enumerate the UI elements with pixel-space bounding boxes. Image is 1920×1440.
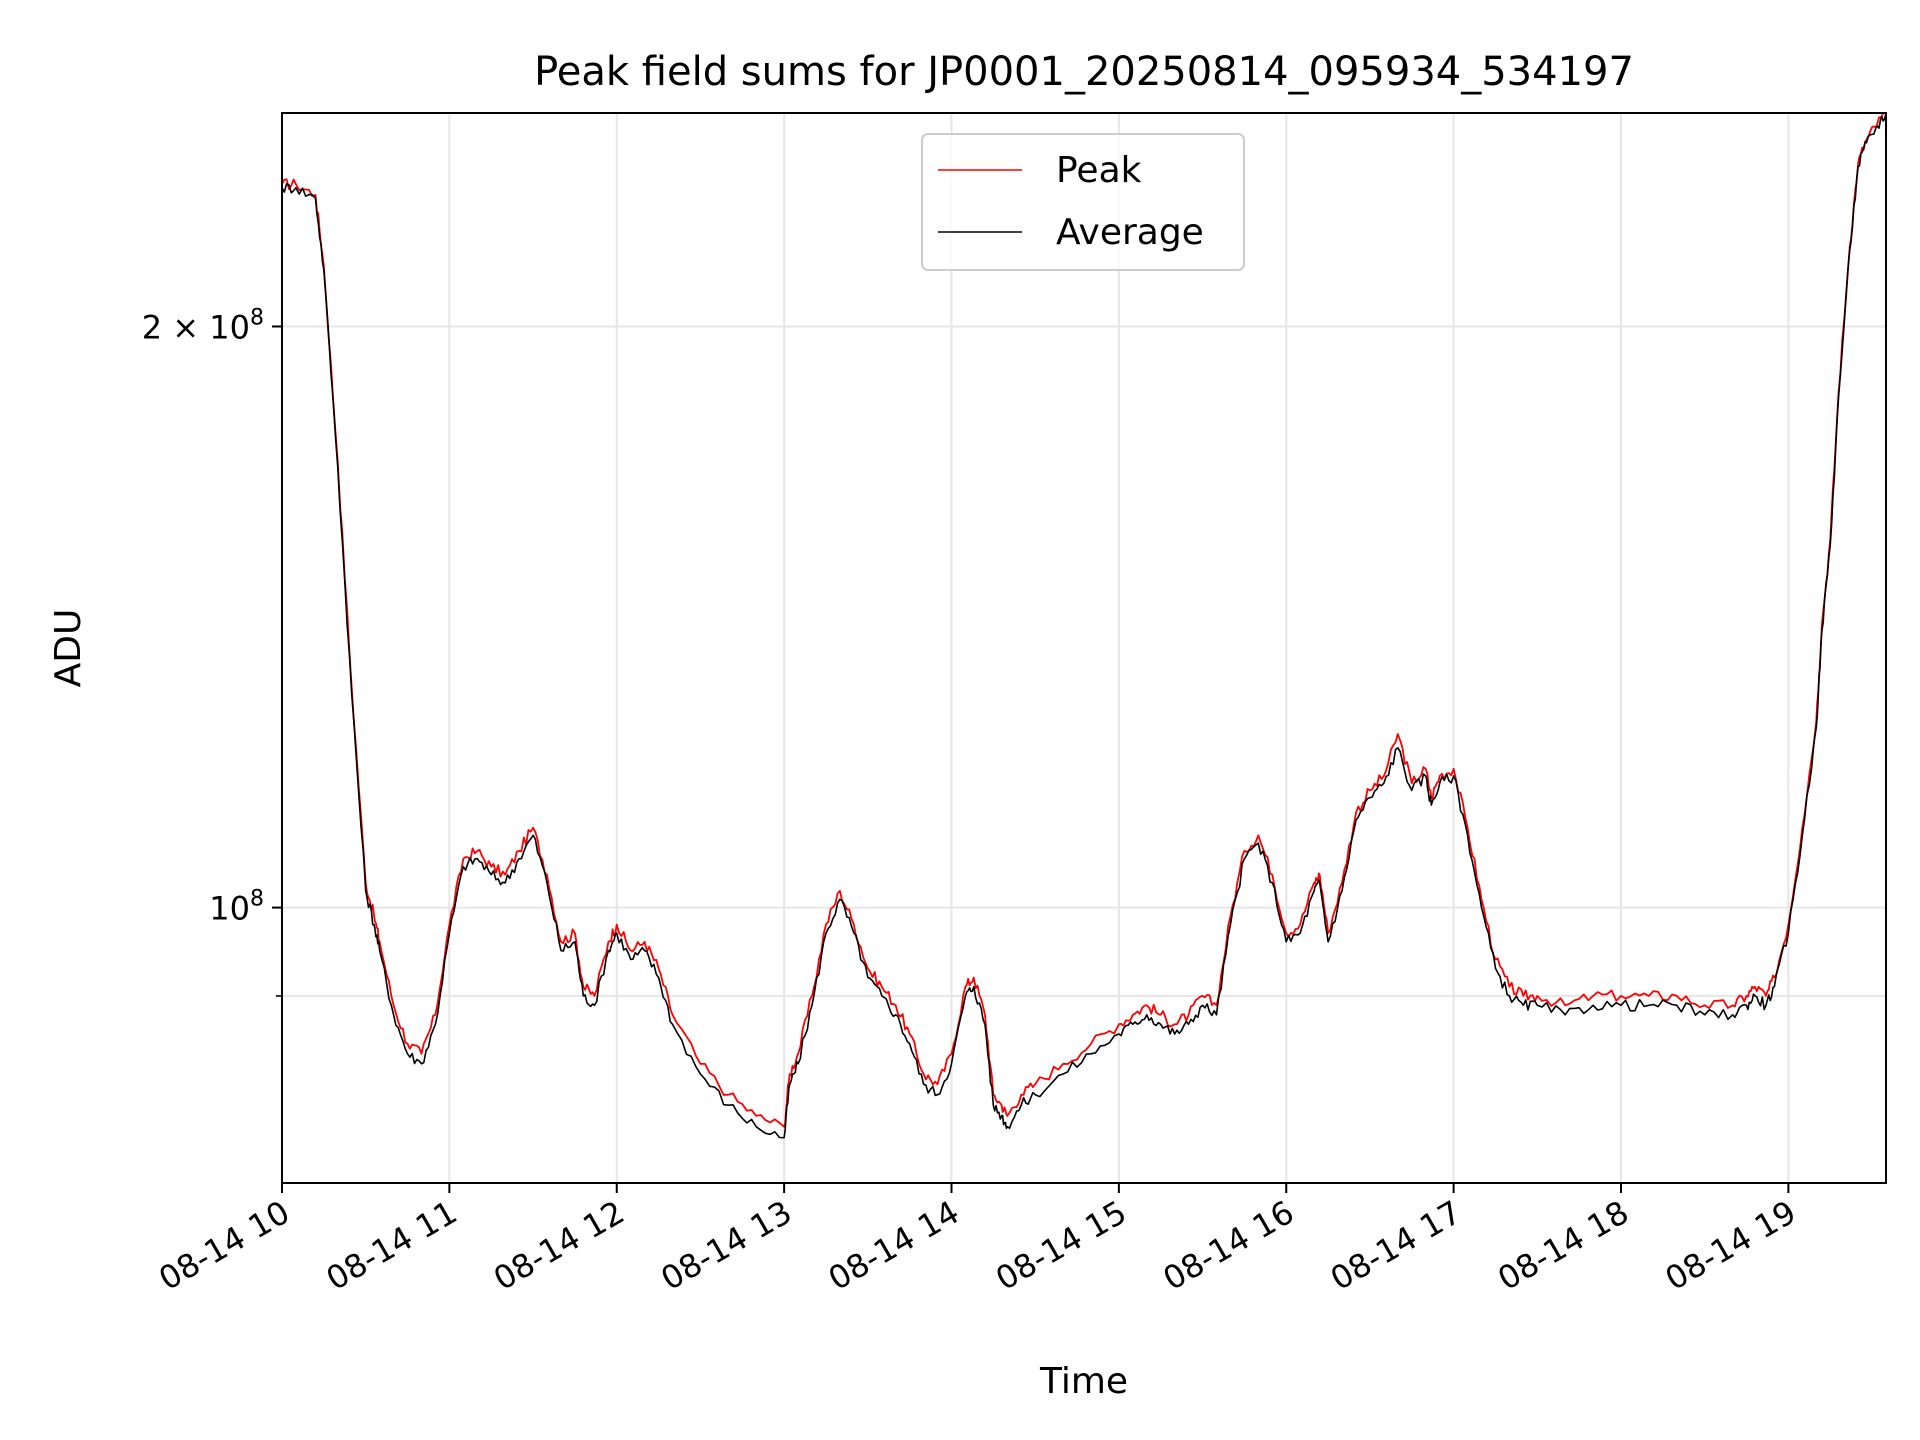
y-tick-mantissa: 2 ×: [142, 308, 210, 346]
series-layer: [281, 112, 1887, 1139]
y-tick-exponent: 8: [250, 887, 264, 912]
legend-average-label: Average: [1056, 212, 1204, 253]
series-line-peak: [281, 112, 1886, 1128]
series-line-average: [281, 112, 1887, 1139]
y-tick-label: 108: [209, 887, 264, 928]
chart-title: Peak field sums for JP0001_20250814_0959…: [534, 49, 1634, 95]
legend-peak-label: Peak: [1056, 150, 1142, 191]
y-tick-base: 10: [209, 890, 250, 928]
y-tick-label: 2 × 108: [142, 305, 264, 346]
y-tick-base: 10: [209, 308, 250, 346]
y-axis-label: ADU: [48, 609, 89, 688]
y-tick-exponent: 8: [250, 305, 264, 330]
legend-box: [921, 133, 1245, 271]
legend: Peak Average: [921, 133, 1245, 271]
plot-frame: [281, 112, 1887, 1184]
grid-lines: [281, 113, 1886, 1183]
x-axis-label: Time: [1039, 1361, 1128, 1402]
